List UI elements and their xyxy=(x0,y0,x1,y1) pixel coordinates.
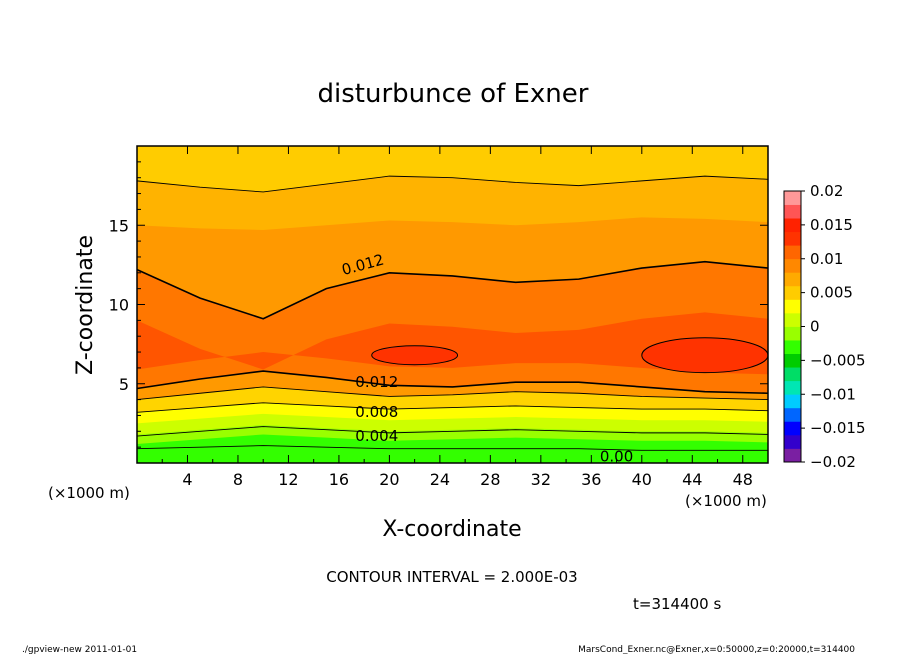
x-tick-label-20: 20 xyxy=(379,470,399,489)
colorbar-swatch-7 xyxy=(784,353,801,368)
colorbar-swatch-13 xyxy=(784,272,801,287)
x-unit-label-right: (×1000 m) xyxy=(685,492,767,510)
colorbar-swatch-10 xyxy=(784,312,801,327)
colorbar-swatch-14 xyxy=(784,258,801,273)
x-unit-label-left: (×1000 m) xyxy=(48,484,130,502)
colorbar-swatch-8 xyxy=(784,340,801,354)
contour-label-4: 0.00 xyxy=(600,447,633,465)
colorbar-swatch-4 xyxy=(784,394,801,409)
y-tick-label-10: 10 xyxy=(109,296,129,315)
colorbar-swatch-9 xyxy=(784,326,801,341)
x-tick-label-24: 24 xyxy=(430,470,450,489)
x-tick-label-48: 48 xyxy=(733,470,753,489)
y-tick-label-15: 15 xyxy=(109,216,129,235)
x-tick-label-4: 4 xyxy=(182,470,192,489)
contour-line-3 xyxy=(136,386,769,401)
footer-right: MarsCond_Exner.nc@Exner,x=0:50000,z=0:20… xyxy=(578,645,855,654)
max-cell-1 xyxy=(641,337,769,374)
colorbar-tick-label-4: 0 xyxy=(810,318,820,336)
x-axis: 4 8 12 16 20 24 28 32 36 40 44 48 xyxy=(161,146,753,489)
contour-line-0 xyxy=(136,445,768,451)
x-tick-label-28: 28 xyxy=(480,470,500,489)
chart-title: disturbunce of Exner xyxy=(318,79,589,109)
colorbar-tick-label-2: 0.01 xyxy=(810,250,843,268)
x-tick-label-36: 36 xyxy=(581,470,601,489)
contour-fill-bands xyxy=(137,146,769,464)
x-tick-label-8: 8 xyxy=(233,470,243,489)
contour-label-2: 0.008 xyxy=(355,403,398,421)
colorbar-tick-label-1: 0.015 xyxy=(810,216,853,234)
contour-interval-label: CONTOUR INTERVAL = 2.000E-03 xyxy=(326,568,577,586)
y-axis: 5 10 15 xyxy=(109,161,768,448)
colorbar: 0.02 0.015 0.01 0.005 0 −0.005 −0.01 −0.015 −0.0… xyxy=(783,182,866,471)
colorbar-tick-label-7: −0.015 xyxy=(810,419,866,437)
colorbar-tick-label-0: 0.02 xyxy=(810,182,843,200)
contour-label-3: 0.004 xyxy=(355,427,398,445)
contour-line-6 xyxy=(136,175,769,193)
colorbar-swatch-6 xyxy=(784,367,801,382)
footer-left: ./gpview-new 2011-01-01 xyxy=(22,645,137,654)
contour-lines xyxy=(136,175,769,451)
x-tick-label-12: 12 xyxy=(278,470,298,489)
colorbar-swatch-3 xyxy=(784,407,801,422)
time-label: t=314400 s xyxy=(633,595,721,613)
colorbar-swatch-5 xyxy=(784,380,801,395)
colorbar-swatch-0 xyxy=(784,448,801,463)
y-axis-title: Z-coordinate xyxy=(73,235,98,375)
x-tick-label-16: 16 xyxy=(329,470,349,489)
core-region xyxy=(137,312,768,375)
colorbar-swatch-12 xyxy=(784,285,801,300)
y-tick-label-5: 5 xyxy=(119,375,129,394)
contour-line-2 xyxy=(136,402,769,413)
colorbar-tick-label-8: −0.02 xyxy=(810,453,856,471)
colorbar-swatch-19 xyxy=(784,191,801,205)
contour-label-1: 0.012 xyxy=(355,373,398,391)
contour-line-4 xyxy=(136,370,769,395)
colorbar-tick-label-5: −0.005 xyxy=(810,351,866,369)
colorbar-swatch-1 xyxy=(784,434,801,449)
colorbar-swatch-16 xyxy=(784,231,801,246)
colorbar-swatch-11 xyxy=(784,299,801,314)
colorbar-swatch-2 xyxy=(784,421,801,436)
x-tick-label-44: 44 xyxy=(682,470,702,489)
x-axis-title: X-coordinate xyxy=(382,517,521,542)
contour-line-5 xyxy=(136,260,769,320)
colorbar-tick-label-6: −0.01 xyxy=(810,385,856,403)
colorbar-tick-label-3: 0.005 xyxy=(810,284,853,302)
colorbar-swatch-15 xyxy=(784,245,801,260)
contour-line-1 xyxy=(136,426,769,437)
colorbar-swatch-17 xyxy=(784,218,801,233)
x-tick-label-40: 40 xyxy=(632,470,652,489)
colorbar-swatch-18 xyxy=(784,204,801,219)
max-cell-0 xyxy=(371,345,459,366)
x-tick-label-32: 32 xyxy=(531,470,551,489)
